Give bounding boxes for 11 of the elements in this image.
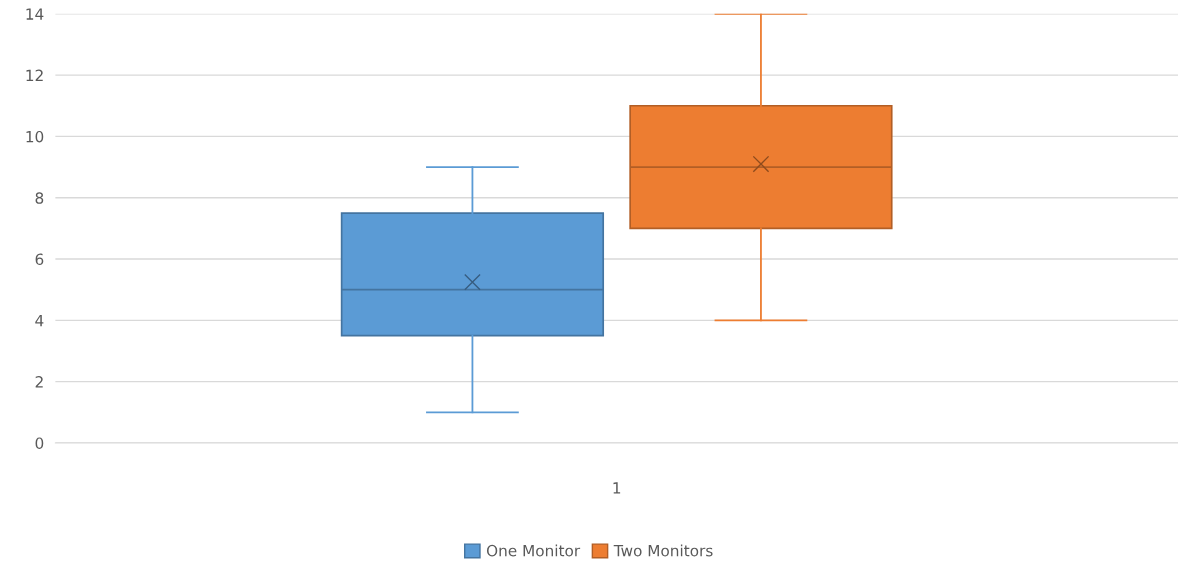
y-tick-label: 6 [35,253,44,266]
y-tick-label: 8 [35,192,44,204]
y-tick-label: 2 [35,376,43,388]
y-tick-label: 12 [26,69,43,81]
legend-label: One Monitor [486,544,581,557]
y-tick-label: 14 [26,8,44,20]
legend-label: Two Monitors [613,544,713,557]
y-tick-label: 0 [35,437,44,449]
x-tick-label: 1 [613,482,621,494]
y-tick-label: 10 [26,130,44,143]
y-tick-label: 4 [35,315,44,327]
